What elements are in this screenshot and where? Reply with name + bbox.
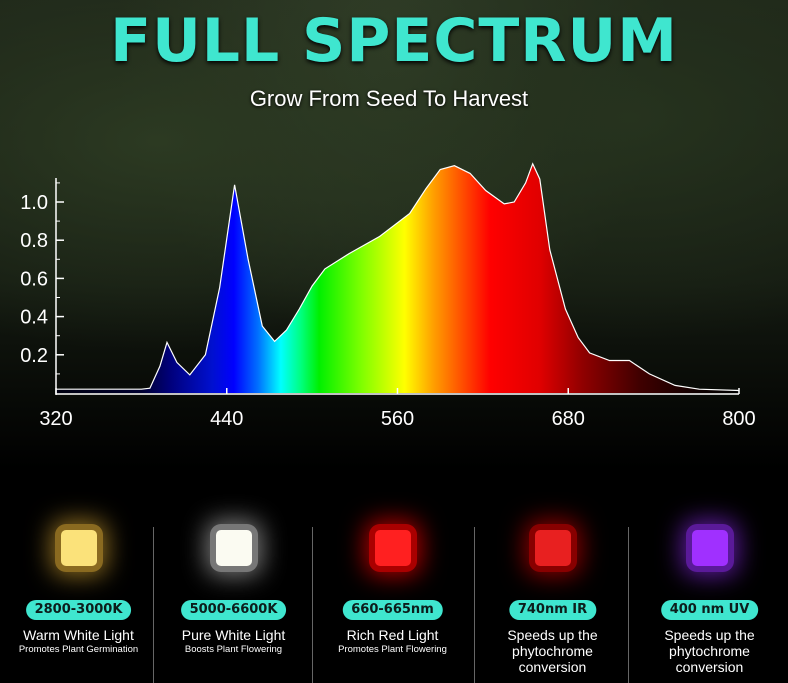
led-label: Speeds up the phytochrome conversion <box>507 627 598 675</box>
led-card: 660-665nm Rich Red Light Promotes Plant Fl… <box>314 510 471 683</box>
y-tick-label: 0.4 <box>20 307 48 329</box>
spectrum-area <box>56 163 739 393</box>
x-tick-label: 680 <box>552 408 585 430</box>
led-label: Speeds up the phytochrome conversion <box>664 627 755 675</box>
led-badge: 660-665nm <box>342 600 443 620</box>
led-chip-icon <box>534 530 571 566</box>
column-divider <box>312 527 313 683</box>
led-label: Rich Red Light <box>346 627 439 643</box>
x-tick-label: 560 <box>381 408 414 430</box>
spectrum-chart: 320 440 560 680 800 0.2 0.4 0.6 0.8 1.0 <box>20 162 756 430</box>
led-card: 2800-3000K Warm White Light Promotes Plant… <box>0 510 157 683</box>
column-divider <box>628 527 629 683</box>
led-chip-icon <box>691 530 728 566</box>
page-title: FULL SPECTRUM <box>110 6 678 76</box>
led-badge: 400 nm UV <box>660 600 759 620</box>
y-tick-label: 0.2 <box>20 345 48 367</box>
led-badge: 5000-6600K <box>180 600 287 620</box>
y-tick-label: 0.8 <box>20 230 48 252</box>
x-tick-label: 800 <box>722 408 755 430</box>
spectrum-line <box>56 162 740 392</box>
led-description: Promotes Plant Flowering <box>338 644 447 655</box>
led-chip-icon <box>215 530 252 566</box>
led-card: 400 nm UV Speeds up the phytochrome conve… <box>631 510 788 683</box>
led-description: Boosts Plant Flowering <box>184 644 283 655</box>
led-chip-icon <box>60 530 97 566</box>
led-label: Warm White Light <box>23 627 134 643</box>
led-label: Pure White Light <box>181 627 286 643</box>
led-description: Promotes Plant Germination <box>18 644 139 655</box>
y-tick-label: 0.6 <box>20 268 48 290</box>
led-chip-icon <box>374 530 411 566</box>
column-divider <box>474 527 475 683</box>
y-tick-label: 1.0 <box>20 192 48 214</box>
x-tick-label: 440 <box>210 408 243 430</box>
led-badge: 2800-3000K <box>25 600 132 620</box>
page-subtitle: Grow From Seed To Harvest <box>249 86 529 111</box>
x-tick-label: 320 <box>39 408 72 430</box>
column-divider <box>153 527 154 683</box>
led-card: 740nm IR Speeds up the phytochrome conver… <box>474 510 631 683</box>
led-card: 5000-6600K Pure White Light Boosts Plant F… <box>155 510 312 683</box>
led-badge: 740nm IR <box>508 600 597 620</box>
